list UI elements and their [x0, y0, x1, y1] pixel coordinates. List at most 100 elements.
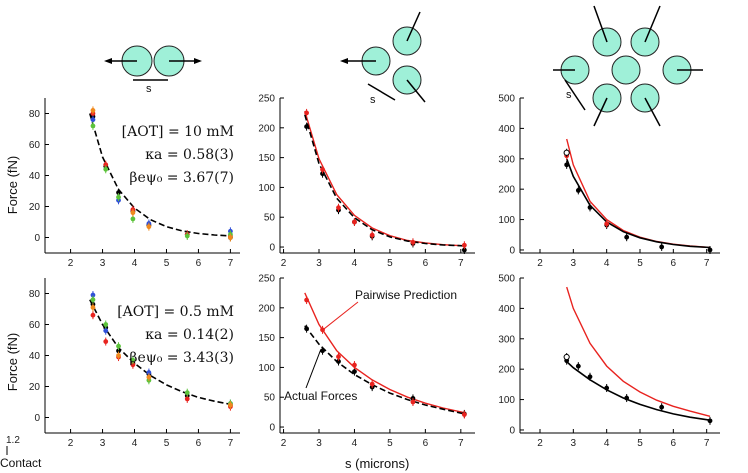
x-tick-label: 4: [132, 258, 138, 269]
y-axis-label-top: Force (fN): [5, 156, 20, 215]
data-point-black: [624, 234, 630, 240]
data-point-blue: [146, 370, 152, 375]
data-point-orange: [146, 224, 152, 230]
pairwise-callout-line: [324, 301, 359, 330]
y-tick-label: 200: [258, 303, 275, 314]
data-point-black: [564, 162, 570, 168]
annotation-line-2: κa = 0.14(2): [145, 327, 234, 343]
x-tick-label: 7: [228, 258, 234, 269]
data-point-orange: [228, 235, 233, 240]
panel-bottom-middle: 0 50 100 150 200 250 2 3 4 5 6 7 Pairwise Prediction…: [258, 274, 475, 449]
y-axis-label-bottom: Force (fN): [5, 333, 20, 392]
data-point-green: [90, 123, 96, 129]
y-tick-label: 0: [269, 423, 275, 434]
data-point-blue: [103, 328, 109, 334]
x-tick-label: 4: [352, 258, 358, 269]
data-point-black: [336, 359, 341, 364]
data-point-black: [575, 363, 581, 369]
fit-curve: [566, 361, 711, 421]
pairwise-prediction-curve: [566, 138, 711, 249]
data-point-green: [184, 233, 190, 239]
data-point-red: [320, 327, 325, 333]
data-point-black: [304, 326, 309, 332]
x-tick-label: 2: [537, 258, 543, 269]
y-tick-label: 50: [264, 393, 276, 404]
x-tick-label: 2: [537, 438, 543, 449]
data-point-black: [320, 348, 325, 354]
data-point-open: [563, 149, 570, 156]
data-point-blue: [90, 292, 96, 298]
data-point-black: [624, 395, 630, 401]
x-tick-label: 6: [671, 258, 677, 269]
actual-callout-line: [305, 349, 322, 389]
data-point-black: [352, 369, 357, 374]
data-point-orange: [228, 402, 233, 408]
fit-curve: [304, 325, 465, 415]
separation-label-2: s: [370, 94, 376, 106]
data-point-red: [461, 242, 467, 248]
y-tick-label: 200: [498, 365, 515, 376]
x-tick-label: 7: [458, 438, 464, 449]
data-point-black: [116, 190, 121, 195]
y-tick-label: 0: [509, 245, 515, 256]
x-tick-label: 7: [704, 438, 710, 449]
data-point-orange: [116, 353, 121, 358]
y-tick-label: 100: [498, 215, 515, 226]
y-tick-label: 100: [258, 183, 275, 194]
pairwise-prediction-curve: [304, 292, 465, 414]
x-tick-label: 7: [228, 438, 234, 449]
data-point-red: [304, 297, 309, 303]
fit-curve: [89, 299, 231, 406]
annotation-line-2: κa = 0.58(3): [145, 147, 234, 163]
data-point-red: [604, 221, 610, 227]
data-point-red: [410, 239, 416, 245]
data-point-black: [587, 374, 593, 380]
data-point-green: [103, 322, 109, 327]
data-point-red: [336, 205, 341, 211]
panel-top-middle: 0 50 100 150 200 250 2 3 4 5 6 7: [258, 94, 475, 269]
data-point-blue: [90, 117, 96, 123]
fit-curve: [565, 158, 711, 249]
data-point-black: [659, 244, 665, 250]
schematic-pair: s: [104, 45, 202, 95]
actual-forces-label: Actual Forces: [284, 389, 357, 403]
x-tick-label: 5: [164, 438, 170, 449]
y-tick-label: 400: [498, 304, 515, 315]
data-point-red: [410, 399, 416, 405]
data-point-orange: [130, 210, 136, 216]
data-point-orange: [146, 374, 152, 380]
data-point-red: [130, 362, 136, 368]
annotation-line-3: βeψ₀ = 3.43(3): [129, 350, 234, 366]
x-tick-label: 5: [637, 438, 643, 449]
data-point-black: [604, 385, 610, 391]
separation-label-3: s: [566, 89, 572, 101]
contact-tick-label: 1.2: [6, 435, 20, 446]
y-tick-label: 20: [29, 202, 41, 213]
x-tick-label: 5: [387, 438, 393, 449]
data-point-red: [103, 339, 109, 344]
y-tick-label: 250: [258, 94, 275, 105]
data-point-green: [130, 357, 136, 363]
y-tick-label: 60: [29, 320, 41, 331]
data-point-red: [90, 312, 96, 318]
pairwise-prediction-label: Pairwise Prediction: [355, 288, 457, 302]
y-tick-label: 0: [34, 233, 40, 244]
x-tick-label: 6: [423, 438, 429, 449]
y-tick-label: 0: [269, 243, 275, 254]
separation-label: s: [146, 83, 152, 95]
data-point-red: [352, 362, 357, 368]
y-tick-label: 150: [258, 153, 275, 164]
data-point-black: [707, 247, 713, 253]
data-point-orange: [90, 305, 96, 310]
x-tick-label: 2: [68, 438, 74, 449]
x-tick-label: 3: [100, 258, 106, 269]
x-tick-label: 5: [164, 258, 170, 269]
data-point-red: [369, 232, 375, 238]
data-point-black: [587, 205, 593, 210]
data-point-red: [184, 396, 190, 402]
schematic-triangle: s: [340, 11, 426, 106]
y-tick-label: 50: [264, 213, 276, 224]
x-tick-label: 3: [316, 258, 322, 269]
